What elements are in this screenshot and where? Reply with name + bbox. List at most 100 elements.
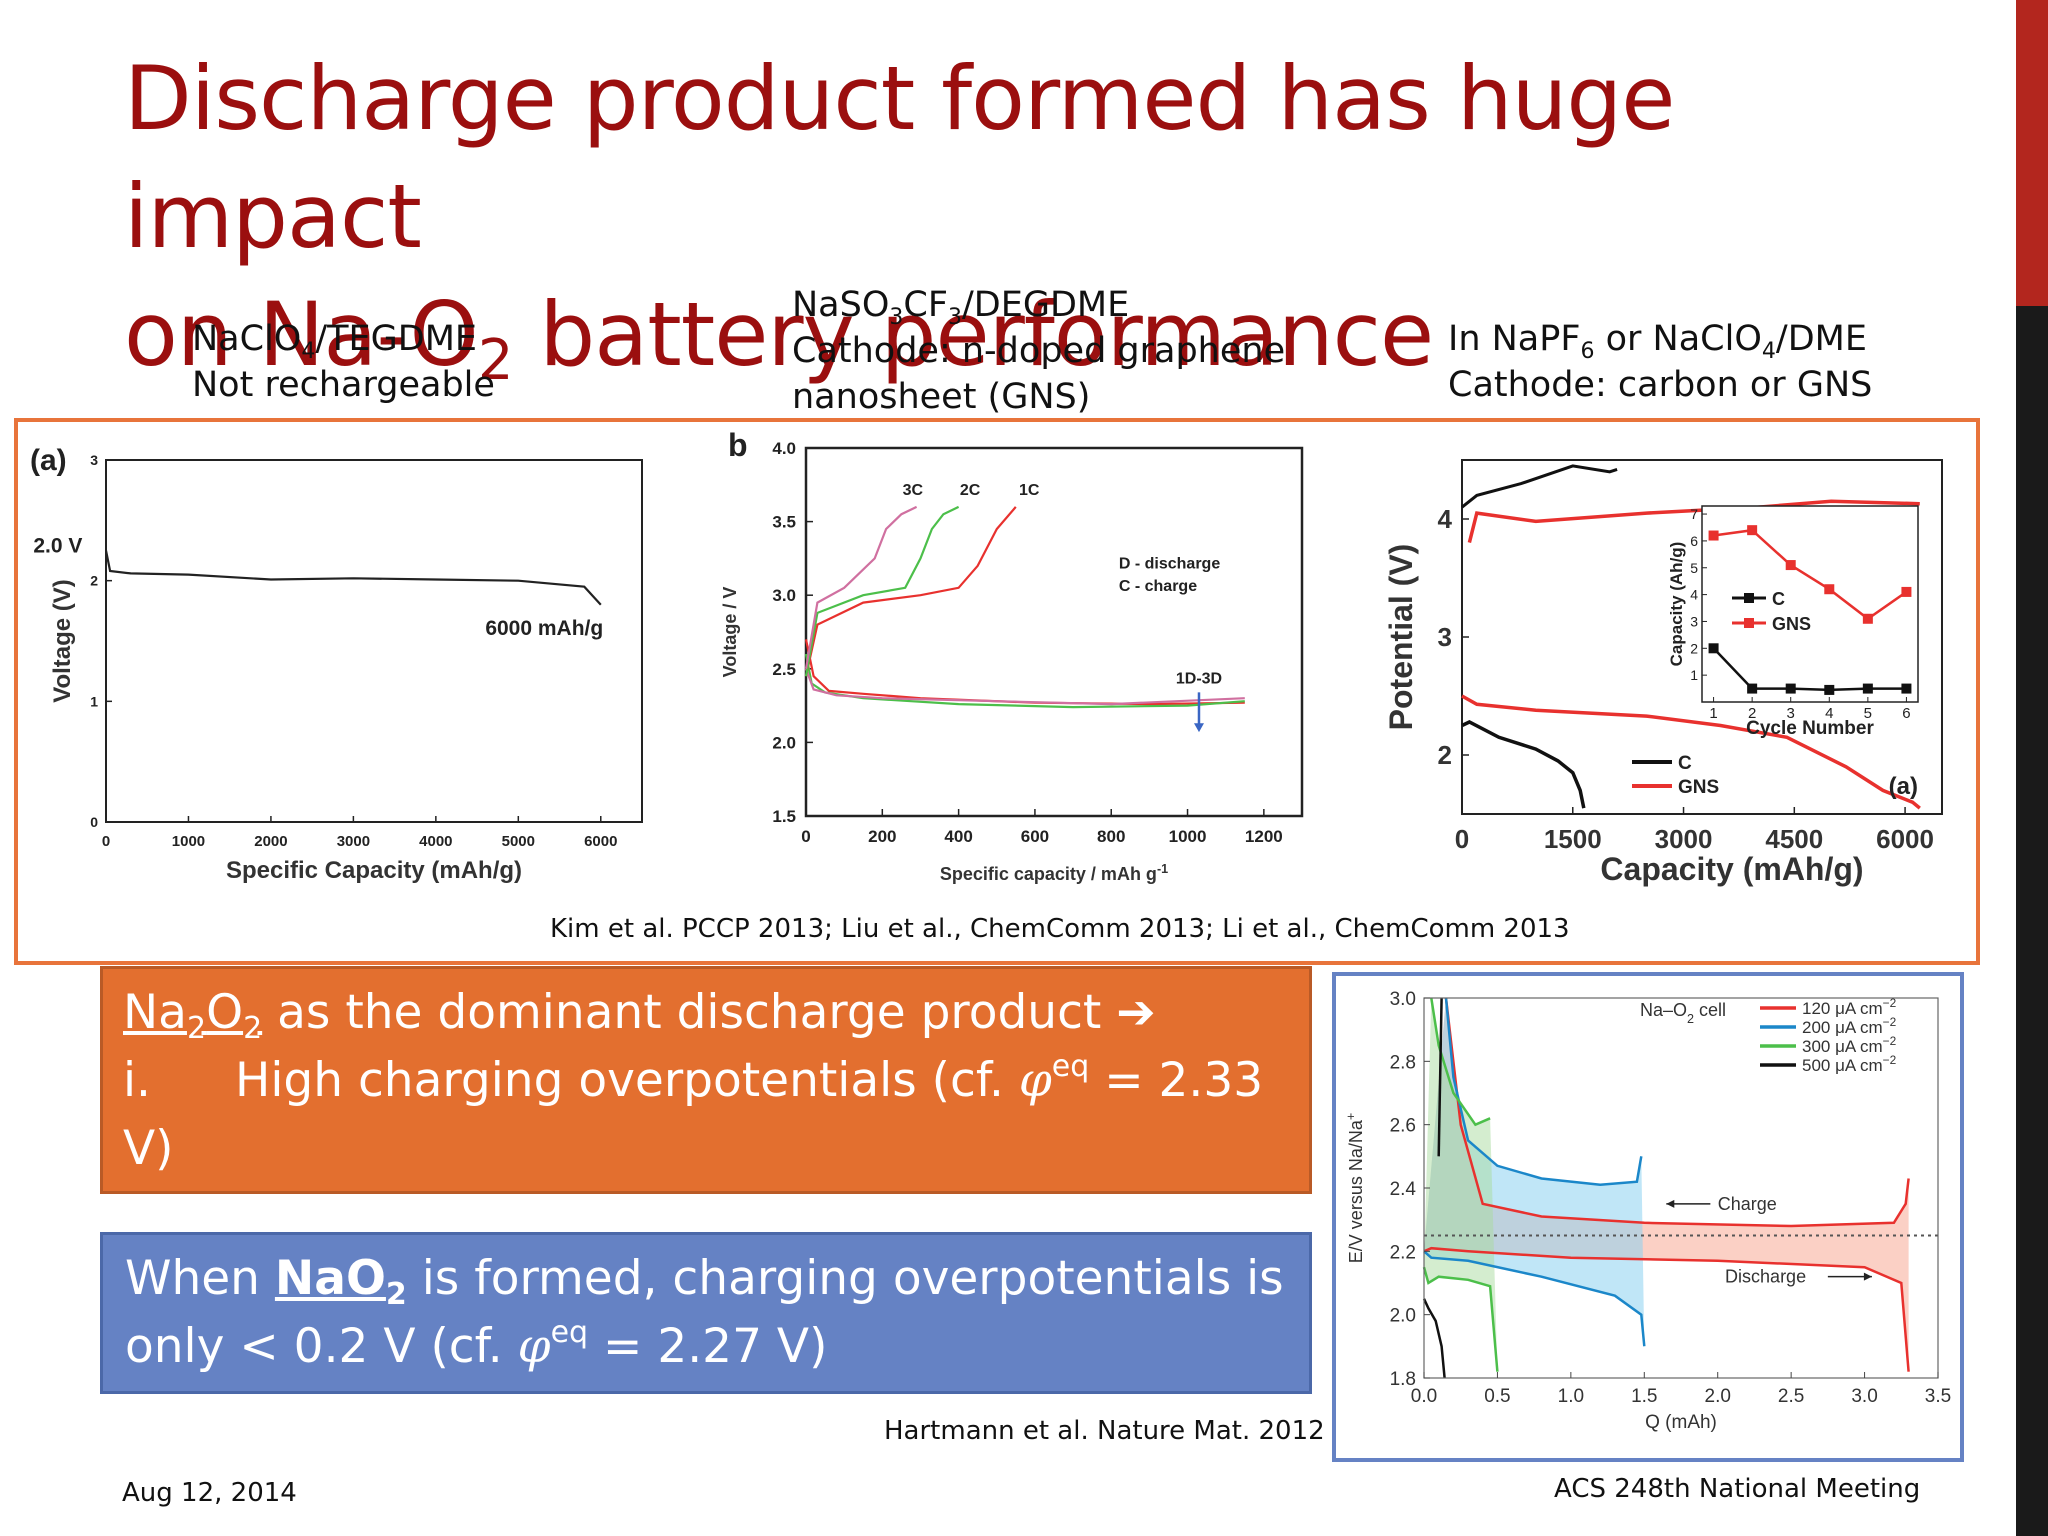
caption-a-l1-post: /TEGDME bbox=[315, 319, 478, 359]
chart-c-inset-xtick-label: 5 bbox=[1864, 705, 1872, 722]
chart-d-xtick-label: 1.5 bbox=[1631, 1386, 1657, 1407]
chart-d-charge-1 bbox=[1444, 997, 1643, 1187]
caption-c: In NaPF6 or NaClO4/DME Cathode: carbon o… bbox=[1448, 316, 1872, 408]
orange-l1-mid: O bbox=[206, 985, 244, 1040]
chart-c-ytick-label: 3 bbox=[1438, 622, 1452, 652]
accent-bar-red bbox=[2016, 0, 2048, 306]
blue-line-1: When NaO2 is formed, charging overpotent… bbox=[125, 1245, 1287, 1313]
chart-d-discharge-arrow-head bbox=[1863, 1272, 1872, 1281]
caption-c-l1-sub2: 4 bbox=[1761, 339, 1776, 364]
caption-c-line2: Cathode: carbon or GNS bbox=[1448, 365, 1873, 405]
chart-b-label-3c: 3C bbox=[903, 482, 924, 499]
caption-c-l1-mid: or NaClO bbox=[1594, 319, 1762, 359]
blue-l2-sup: eq bbox=[550, 1315, 589, 1350]
chart-c-inset-ytick-label: 7 bbox=[1690, 506, 1698, 522]
chart-c-inset-point bbox=[1824, 684, 1835, 695]
chart-a-xtick-label: 6000 bbox=[584, 833, 617, 850]
chart-c: 0 1500 3000 4500 6000 2 3 4 Capacity (mAh/g) Pote… bbox=[1383, 459, 1943, 887]
chart-c-discharge-gns bbox=[1461, 694, 1921, 810]
caption-a-l1-sub: 4 bbox=[301, 339, 316, 364]
caption-b-l1-sub1: 3 bbox=[889, 305, 904, 330]
chart-a-xlabel: Specific Capacity (mAh/g) bbox=[226, 857, 522, 884]
chart-a-frame bbox=[105, 459, 643, 823]
chart-d-ylabel: E/V versus Na/Na+ bbox=[1344, 1113, 1366, 1263]
slide-title: Discharge product formed has huge impact… bbox=[124, 40, 1944, 394]
chart-d-discharge-3 bbox=[1422, 1298, 1446, 1379]
caption-b-l1-post: /DEGDME bbox=[961, 285, 1130, 325]
orange-l1-pre: Na bbox=[123, 985, 187, 1040]
chart-c-inset-ytick-label: 1 bbox=[1690, 667, 1698, 683]
chart-b-xtick-label: 400 bbox=[944, 827, 972, 846]
chart-c-inset-point bbox=[1747, 683, 1758, 694]
chart-d-xtick-label: 1.0 bbox=[1558, 1386, 1584, 1407]
chart-c-inset-point bbox=[1901, 683, 1912, 694]
chart-b-ylabel: Voltage / V bbox=[720, 587, 740, 678]
chart-c-inset-xlabel: Cycle Number bbox=[1746, 718, 1874, 739]
chart-a-ytick-label: 3 bbox=[90, 452, 98, 468]
blue-l2-phi: φ bbox=[517, 1319, 551, 1374]
chart-d-charge-label: Charge bbox=[1718, 1194, 1777, 1214]
chart-d-discharge-2 bbox=[1422, 1266, 1499, 1372]
caption-a-line2: Not rechargeable bbox=[192, 365, 495, 405]
chart-d-charge-arrow-head bbox=[1666, 1199, 1675, 1208]
chart-c-xtick-label: 4500 bbox=[1765, 824, 1823, 854]
chart-b-xlabel: Specific capacity / mAh g-1 bbox=[940, 862, 1168, 884]
chart-a-xtick-label: 0 bbox=[102, 833, 110, 850]
title-line-2-pre: on Na-O bbox=[124, 283, 479, 386]
caption-b-l1-pre: NaSO bbox=[792, 285, 890, 325]
chart-b-ytick-label: 1.5 bbox=[772, 807, 796, 826]
chart-c-inset-point bbox=[1785, 683, 1796, 694]
chart-c-inset-point bbox=[1862, 683, 1873, 694]
blue-l1-pre: When bbox=[125, 1251, 275, 1306]
caption-b: NaSO3CF3/DEGDME Cathode: n-doped graphen… bbox=[792, 282, 1285, 420]
chart-a-annotation-capacity: 6000 mAh/g bbox=[485, 617, 603, 640]
chart-a-ytick-label: 1 bbox=[90, 693, 98, 709]
chart-c-inset-ytick-label: 6 bbox=[1690, 533, 1698, 549]
title-line-2-sub: 2 bbox=[477, 328, 514, 393]
chart-a: (a) 0 1000 2000 3000 4000 5000 6000 0 1 2 3 Specific… bbox=[30, 444, 643, 884]
footer-meeting: ACS 248th National Meeting bbox=[1554, 1474, 1921, 1504]
chart-c-inset-point bbox=[1747, 525, 1758, 536]
chart-d-xtick-label: 3.0 bbox=[1851, 1386, 1877, 1407]
chart-b-ytick-label: 3.5 bbox=[772, 513, 796, 532]
chart-b-series-4 bbox=[804, 505, 960, 677]
chart-a-series-line bbox=[104, 550, 602, 606]
footer-date: Aug 12, 2014 bbox=[122, 1478, 297, 1508]
orange-l1-sub2: 2 bbox=[243, 1011, 263, 1046]
chart-c-inset-point bbox=[1708, 530, 1719, 541]
orange-callout: Na2O2 as the dominant discharge product … bbox=[100, 966, 1312, 1244]
chart-c-inset-point bbox=[1901, 586, 1912, 597]
chart-d-discharge-0 bbox=[1423, 1246, 1910, 1372]
chart-d-discharge-1 bbox=[1423, 1250, 1646, 1347]
chart-a-xtick-label: 1000 bbox=[172, 833, 205, 850]
orange-item-1: i. High charging overpotentials (cf. φeq … bbox=[123, 1047, 1289, 1183]
chart-c-inset-frame bbox=[1701, 505, 1919, 703]
orange-item-1-pre: High charging overpotentials (cf. bbox=[235, 1053, 1019, 1108]
chart-c-discharge-c bbox=[1461, 720, 1586, 809]
blue-callout: When NaO2 is formed, charging overpotent… bbox=[100, 1232, 1312, 1394]
chart-b-xtick-label: 800 bbox=[1097, 827, 1125, 846]
orange-l1-post: as the dominant discharge product ➔ bbox=[262, 985, 1156, 1040]
chart-c-ytick-label: 4 bbox=[1438, 504, 1453, 534]
chart-d-ytick-label: 2.8 bbox=[1390, 1052, 1416, 1073]
caption-c-l1-pre: In NaPF bbox=[1448, 319, 1581, 359]
chart-c-inset-ytick-label: 2 bbox=[1690, 640, 1698, 656]
reference-top: Kim et al. PCCP 2013; Liu et al., ChemCo… bbox=[550, 914, 1570, 944]
chart-c-inset-legend-c-marker bbox=[1744, 593, 1754, 603]
caption-b-line3: nanosheet (GNS) bbox=[792, 377, 1091, 417]
chart-c-xtick-label: 6000 bbox=[1876, 824, 1934, 854]
caption-b-line2: Cathode: n-doped graphene bbox=[792, 331, 1286, 371]
chart-c-inset-legend-gns-label: GNS bbox=[1772, 614, 1811, 634]
chart-b-legend-c: C - charge bbox=[1119, 578, 1197, 595]
chart-c-inset-point bbox=[1708, 643, 1719, 654]
chart-c-inset-legend-gns-marker bbox=[1744, 618, 1754, 628]
title-line-1: Discharge product formed has huge impact bbox=[124, 47, 1675, 268]
chart-c-xtick-label: 3000 bbox=[1655, 824, 1713, 854]
caption-c-l1-post: /DME bbox=[1775, 319, 1867, 359]
reference-bottom: Hartmann et al. Nature Mat. 2012 bbox=[884, 1416, 1325, 1446]
chart-c-ylabel: Potential (V) bbox=[1383, 544, 1419, 731]
chart-c-charge-c bbox=[1461, 464, 1618, 509]
chart-a-annotation-voltage: 2.0 V bbox=[33, 535, 82, 558]
chart-c-inset-line-gns bbox=[1713, 528, 1908, 621]
chart-b-xtick-label: 0 bbox=[801, 827, 810, 846]
